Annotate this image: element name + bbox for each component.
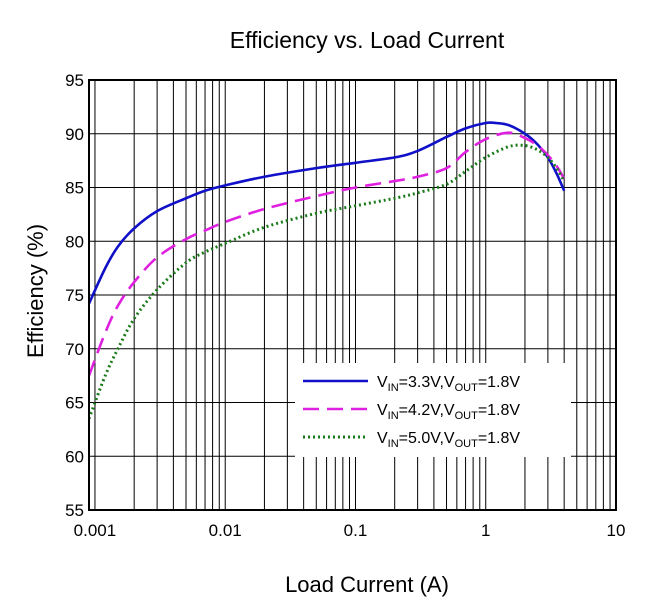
tick-labels: 0.001 0.01 0.1 1 10 55 60 65 70 75 80 85 90 95 <box>65 71 625 540</box>
plot-border <box>88 79 617 511</box>
x-tick-label: 10 <box>607 521 626 540</box>
legend-label-2: VIN=4.2V,VOUT=1.8V <box>377 402 520 422</box>
chart-title: Efficiency vs. Load Current <box>230 27 505 53</box>
series-line-1 <box>89 121 566 305</box>
y-tick-label: 65 <box>65 394 84 413</box>
series-line-2 <box>89 131 566 377</box>
legend-label-3: VIN=5.0V,VOUT=1.8V <box>377 430 520 450</box>
y-tick-label: 55 <box>65 501 84 520</box>
y-tick-label: 90 <box>65 125 84 144</box>
x-axis-label: Load Current (A) <box>285 572 449 597</box>
x-tick-label: 1 <box>481 521 490 540</box>
x-tick-label: 0.01 <box>209 521 242 540</box>
y-tick-label: 75 <box>65 286 84 305</box>
y-tick-label: 95 <box>65 71 84 90</box>
x-tick-label: 0.001 <box>74 521 117 540</box>
y-axis-label: Efficiency (%) <box>23 224 48 358</box>
series-lines <box>89 121 566 420</box>
y-tick-label: 70 <box>65 340 84 359</box>
y-tick-label: 80 <box>65 232 84 251</box>
y-tick-label: 60 <box>65 447 84 466</box>
legend: VIN=3.3V,VOUT=1.8V VIN=4.2V,VOUT=1.8V VIN=… <box>295 363 571 457</box>
series-line-3 <box>89 143 566 420</box>
y-tick-label: 85 <box>65 179 84 198</box>
x-tick-label: 0.1 <box>344 521 368 540</box>
legend-label-1: VIN=3.3V,VOUT=1.8V <box>377 374 520 394</box>
